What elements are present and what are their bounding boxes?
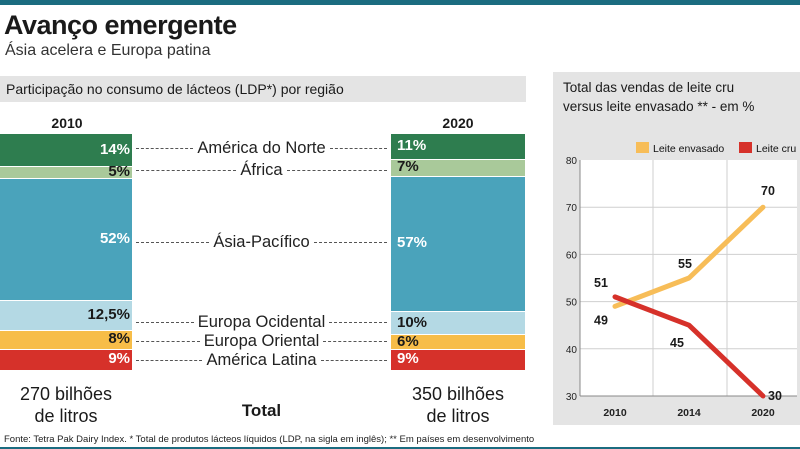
line-chart-title-line1: Total das vendas de leite cru: [563, 80, 735, 95]
bar-segment-2010-5: [0, 349, 132, 370]
leader-line: [136, 170, 237, 172]
region-row-0: América do Norte: [136, 138, 388, 160]
leader-line: [136, 148, 194, 150]
x-tick-label: 2014: [677, 407, 701, 419]
line-chart: 30 40 50 60 70 80 2010 2014 2020 Leite envasado Le…: [566, 142, 797, 419]
total-2020-unit: de litros: [426, 406, 490, 426]
footnote: Fonte: Tetra Pak Dairy Index. * Total de…: [4, 434, 535, 445]
data-label: 30: [768, 389, 782, 403]
x-tick-label: 2010: [603, 407, 627, 419]
legend-label: Leite cru: [756, 143, 796, 155]
data-label: 51: [594, 276, 608, 290]
left-panel-heading-band: Participação no consumo de lácteos (LDP*…: [0, 76, 526, 102]
data-label: 45: [670, 336, 684, 350]
leader-line: [313, 241, 388, 243]
top-rule: [0, 0, 800, 5]
leader-line: [136, 340, 200, 342]
region-row-1: África: [136, 160, 387, 182]
y-tick-label: 40: [566, 345, 578, 356]
region-name: América Latina: [206, 350, 317, 369]
y-tick-label: 50: [566, 298, 578, 309]
bar-label-2010-2: 52%: [99, 230, 130, 248]
series-line: [612, 204, 766, 309]
bar-segment-2010-2: [0, 178, 132, 301]
leader-line: [329, 322, 387, 324]
bar-label-2010-1: 5%: [108, 162, 130, 180]
total-2020: 350 bilhões de litros: [391, 383, 525, 427]
total-2020-value: 350 bilhões: [411, 384, 505, 404]
region-row-3: Europa Ocidental: [136, 312, 387, 334]
bar-label-2020-5: 9%: [397, 350, 419, 368]
bar-segment-2020-1: [391, 160, 525, 176]
left-panel-heading: Participação no consumo de lácteos (LDP*…: [6, 81, 344, 97]
line-chart-title-line2: versus leite envasado ** - em %: [563, 99, 755, 114]
bar-segment-2020-3: [391, 311, 525, 335]
region-name: Europa Oriental: [203, 331, 320, 350]
bar-segment-2010-1: [0, 167, 132, 178]
leader-line: [136, 241, 210, 243]
leader-line: [320, 359, 387, 361]
data-label: 70: [761, 184, 775, 198]
data-label: 49: [594, 313, 608, 327]
y-tick-label: 30: [566, 392, 578, 403]
bar-segment-2010-4: [0, 330, 132, 349]
year-label-2020: 2020: [442, 115, 474, 131]
leader-line: [323, 340, 388, 342]
region-row-5: América Latina: [136, 349, 387, 371]
page-subtitle: Ásia acelera e Europa patina: [5, 42, 211, 59]
bar-segment-2020-5: [391, 349, 525, 370]
bar-label-2020-0: 11%: [397, 137, 427, 155]
leader-line: [136, 359, 203, 361]
legend-swatch: [739, 142, 752, 153]
data-label: 55: [678, 257, 692, 271]
bar-segment-2020-0: [391, 134, 525, 160]
legend-label: Leite envasado: [653, 143, 724, 155]
y-tick-label: 80: [566, 156, 578, 167]
bar-segment-2010-0: [0, 134, 132, 166]
total-2010: 270 bilhões de litros: [0, 383, 132, 427]
bottom-rule: [0, 447, 800, 449]
series-line: [612, 294, 766, 399]
bar-segment-2010-3: [0, 301, 132, 330]
region-name: América do Norte: [197, 139, 326, 158]
bar-label-2010-4: 8%: [108, 330, 130, 348]
region-name: Ásia-Pacífico: [213, 232, 310, 251]
y-tick-label: 70: [566, 203, 578, 214]
leader-line: [329, 148, 388, 150]
region-row-2: Ásia-Pacífico: [136, 231, 388, 253]
bar-label-2010-5: 9%: [108, 350, 130, 368]
bar-label-2010-0: 14%: [99, 140, 130, 158]
x-tick-label: 2020: [751, 407, 775, 419]
bar-segment-2020-4: [391, 335, 525, 349]
total-2010-value: 270 bilhões: [19, 384, 113, 404]
bar-label-2020-4: 6%: [397, 332, 419, 350]
y-tick-label: 60: [566, 250, 578, 261]
total-2010-unit: de litros: [34, 406, 98, 426]
region-name: Europa Ocidental: [197, 313, 326, 332]
page-title: Avanço emergente: [4, 10, 237, 40]
year-label-2010: 2010: [51, 115, 83, 131]
legend-swatch: [636, 142, 649, 153]
line-chart-title: Total das vendas de leite cru versus lei…: [563, 78, 754, 116]
bar-label-2020-3: 10%: [397, 313, 428, 331]
total-label: Total: [241, 401, 282, 420]
bar-label-2020-2: 57%: [397, 234, 428, 252]
leader-line: [286, 170, 387, 172]
leader-line: [136, 322, 194, 324]
region-row-4: Europa Oriental: [136, 330, 388, 352]
bar-label-2020-1: 7%: [397, 158, 419, 176]
region-name: África: [240, 161, 283, 180]
bar-segment-2020-2: [391, 176, 525, 311]
bar-label-2010-3: 12,5%: [87, 306, 130, 324]
